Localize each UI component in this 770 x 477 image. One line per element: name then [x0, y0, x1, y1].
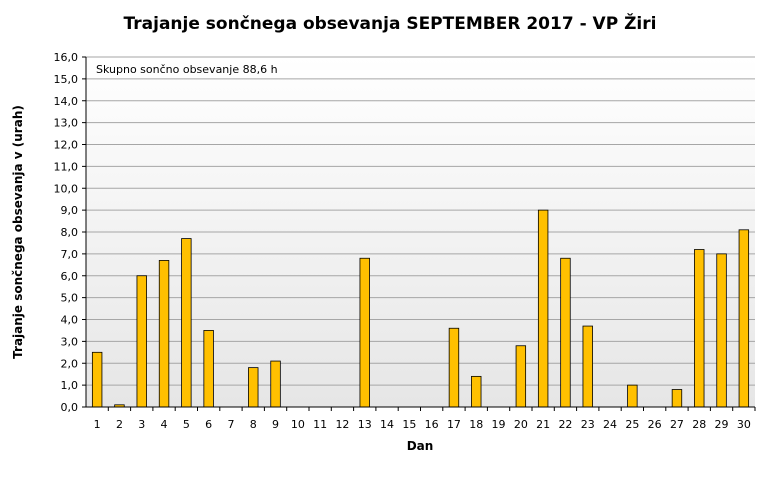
x-tick-label: 14 — [380, 418, 394, 431]
x-tick-label: 29 — [715, 418, 729, 431]
y-tick-label: 7,0 — [61, 248, 79, 261]
x-tick-label: 25 — [625, 418, 639, 431]
x-tick-label: 5 — [183, 418, 190, 431]
x-tick-label: 1 — [94, 418, 101, 431]
x-tick-label: 13 — [358, 418, 372, 431]
bar-day-30 — [738, 229, 750, 408]
gridlines — [86, 56, 755, 386]
y-tick-label: 4,0 — [61, 314, 79, 327]
chart-title: Trajanje sončnega obsevanja SEPTEMBER 20… — [124, 12, 657, 34]
y-tick-label: 9,0 — [61, 204, 79, 217]
bar-day-5 — [181, 238, 192, 408]
bar-day-9 — [270, 360, 281, 408]
y-tick-label: 14,0 — [54, 95, 79, 108]
bar-day-29 — [716, 253, 727, 408]
bar-day-18 — [471, 375, 482, 408]
x-axis-title: Dan — [407, 439, 434, 453]
y-tick-label: 8,0 — [61, 226, 79, 239]
x-tick-label: 20 — [514, 418, 528, 431]
x-tick-label: 8 — [250, 418, 257, 431]
x-tick-label: 11 — [313, 418, 327, 431]
bar-day-8 — [248, 367, 259, 408]
x-tick-label: 2 — [116, 418, 123, 431]
bar-day-21 — [537, 209, 549, 408]
total-sunshine-annotation: Skupno sončno obsevanje 88,6 h — [96, 63, 278, 76]
bar-day-23 — [582, 325, 593, 408]
x-tick-label: 7 — [227, 418, 234, 431]
y-axis-ticks: 0,0 1,0 2,0 3,0 4,0 5,0 6,0 7,0 8,0 9,0 10,0 11,0 12… — [54, 51, 86, 414]
bar-day-25 — [627, 384, 638, 408]
bar-day-28 — [694, 249, 705, 408]
x-tick-label: 4 — [161, 418, 168, 431]
x-tick-label: 10 — [291, 418, 305, 431]
x-tick-label: 27 — [670, 418, 684, 431]
x-tick-label: 18 — [469, 418, 483, 431]
y-tick-label: 2,0 — [61, 357, 79, 370]
y-tick-label: 13,0 — [54, 117, 79, 130]
x-tick-label: 16 — [425, 418, 439, 431]
bar-day-3 — [136, 275, 147, 408]
x-tick-label: 26 — [648, 418, 662, 431]
y-tick-label: 0,0 — [61, 401, 79, 414]
bars — [91, 209, 750, 408]
x-tick-label: 6 — [205, 418, 212, 431]
x-tick-label: 15 — [402, 418, 416, 431]
bar-day-4 — [158, 260, 170, 408]
bar-day-6 — [203, 330, 214, 408]
x-tick-label: 24 — [603, 418, 617, 431]
y-tick-label: 16,0 — [54, 51, 79, 64]
x-tick-label: 3 — [138, 418, 145, 431]
y-tick-label: 15,0 — [54, 73, 79, 86]
x-tick-label: 9 — [272, 418, 279, 431]
x-tick-label: 30 — [737, 418, 751, 431]
bar-day-17 — [448, 327, 460, 408]
bar-day-27 — [671, 389, 683, 408]
bar-day-20 — [515, 345, 527, 408]
bar-day-13 — [359, 257, 370, 408]
x-tick-label: 12 — [335, 418, 349, 431]
y-tick-label: 5,0 — [61, 292, 79, 305]
y-tick-label: 11,0 — [54, 160, 79, 173]
x-tick-label: 22 — [558, 418, 572, 431]
x-tick-label: 17 — [447, 418, 461, 431]
x-tick-label: 19 — [492, 418, 506, 431]
x-tick-label: 28 — [692, 418, 706, 431]
bar-day-22 — [560, 257, 571, 408]
y-tick-label: 6,0 — [61, 270, 79, 283]
x-tick-label: 21 — [536, 418, 550, 431]
y-tick-label: 12,0 — [54, 139, 79, 152]
bar-day-1 — [91, 351, 103, 408]
y-axis-title: Trajanje sončnega obsevanja v (urah) — [11, 105, 25, 359]
y-tick-label: 3,0 — [61, 335, 79, 348]
y-tick-label: 1,0 — [61, 379, 79, 392]
x-tick-label: 23 — [581, 418, 595, 431]
x-axis-ticks: 1 2 3 4 5 6 7 8 9 10 11 12 13 14 15 16 17 18 19 20 21 22 23 24 2… — [94, 407, 756, 431]
y-tick-label: 10,0 — [54, 182, 79, 195]
